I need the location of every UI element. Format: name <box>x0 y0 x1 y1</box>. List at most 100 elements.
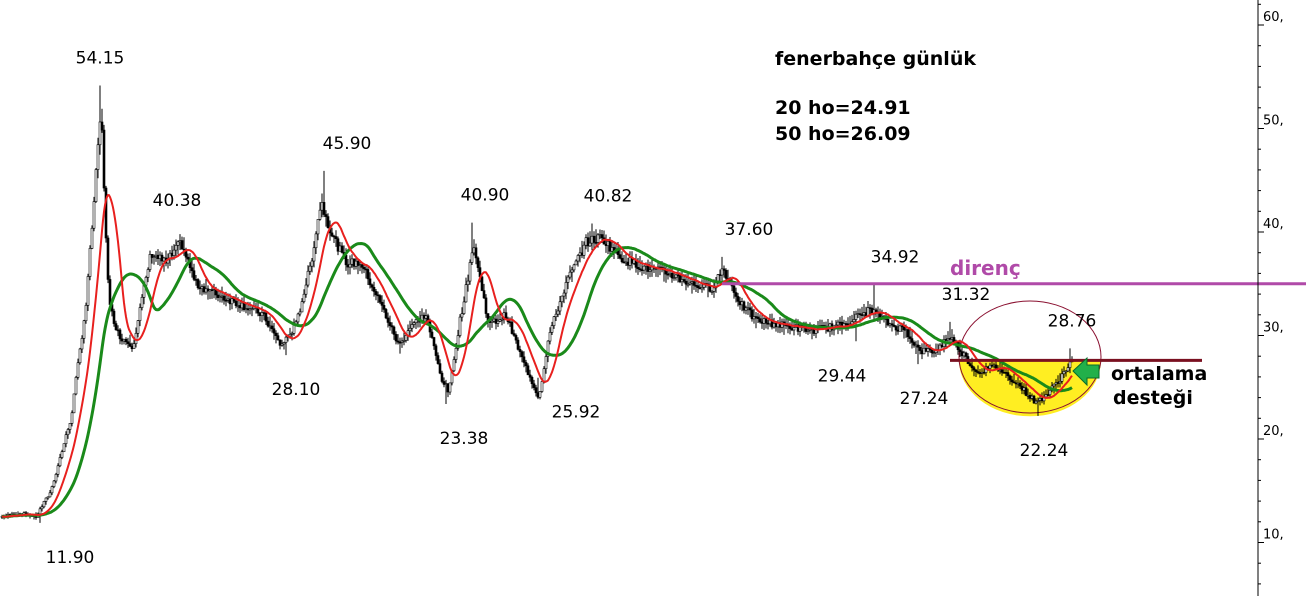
candle-body <box>540 381 544 392</box>
candle-body <box>98 121 102 146</box>
candle-body <box>186 256 190 260</box>
candle-body <box>170 252 174 256</box>
candle-body <box>500 318 504 321</box>
support-label-line1: ortalama <box>1111 363 1207 385</box>
candle-body <box>316 219 320 235</box>
candle-body <box>926 348 930 352</box>
resistance-label: direnç <box>950 256 1021 280</box>
candle-body <box>104 187 108 239</box>
price-label: 40.38 <box>153 191 202 211</box>
candle-body <box>160 254 164 262</box>
candle-body <box>756 316 760 319</box>
candle-body <box>282 342 286 345</box>
candle-body <box>898 325 902 332</box>
candle-body <box>696 285 700 288</box>
candle-body <box>196 279 200 289</box>
candle-body <box>464 284 468 303</box>
candle-body <box>388 322 392 326</box>
candle-body <box>360 264 364 268</box>
candle-body <box>278 339 282 346</box>
candle-body <box>452 359 456 372</box>
candle-body <box>852 319 856 323</box>
candle-body <box>240 302 244 309</box>
candle-body <box>988 364 992 369</box>
candle-body <box>1052 383 1056 387</box>
candle-body <box>560 295 564 303</box>
candle-body <box>140 296 144 308</box>
candle-body <box>542 368 546 382</box>
candle-body <box>734 292 738 297</box>
candle-body <box>208 289 212 292</box>
candle-body <box>210 289 214 291</box>
candle-body <box>220 295 224 298</box>
candle-body <box>556 310 560 315</box>
candle-body <box>562 292 566 297</box>
candle-body <box>442 381 446 385</box>
candle-body <box>686 283 690 286</box>
candle-body <box>40 506 44 510</box>
candle-body <box>190 267 194 272</box>
candle-body <box>392 326 396 335</box>
candle-body <box>482 290 486 299</box>
candle-body <box>304 284 308 295</box>
candle-body <box>1066 367 1070 372</box>
candle-body <box>238 305 242 309</box>
candle-body <box>530 376 534 385</box>
candle-body <box>414 319 418 323</box>
candle-body <box>638 268 642 271</box>
candle-body <box>600 234 604 239</box>
candle-body <box>1054 382 1058 385</box>
candle-body <box>528 374 532 378</box>
candle-body <box>356 260 360 266</box>
candle-body <box>56 465 60 475</box>
y-axis-tick-label: 10, <box>1263 528 1284 543</box>
candle-body <box>566 276 570 283</box>
candle-body <box>544 356 548 370</box>
price-label: 28.10 <box>272 380 321 400</box>
annotation-lines <box>722 282 1306 362</box>
candle-body <box>512 333 516 336</box>
candle-body <box>236 305 240 307</box>
candle-body <box>368 278 372 286</box>
candle-body <box>158 254 162 259</box>
candle-body <box>798 324 802 332</box>
candle-body <box>408 327 412 331</box>
candle-body <box>648 269 652 272</box>
candle-body <box>976 371 980 373</box>
candle-body <box>994 364 998 369</box>
candle-body <box>454 347 458 360</box>
candle-body <box>178 240 182 243</box>
candle-body <box>722 268 726 271</box>
ma20-series <box>1 194 1073 518</box>
candle-body <box>324 214 328 217</box>
price-label: 31.32 <box>942 285 991 305</box>
candle-body <box>684 280 688 285</box>
candle-body <box>1048 389 1052 396</box>
candle-body <box>96 144 100 170</box>
candle-body <box>496 320 500 324</box>
candle-body <box>120 338 124 342</box>
price-label: 22.24 <box>1020 441 1069 461</box>
y-axis-tick-label: 40, <box>1263 217 1284 232</box>
candle-body <box>60 451 64 458</box>
candle-body <box>78 348 82 364</box>
candle-body <box>206 288 210 292</box>
candle-body <box>574 260 578 266</box>
candle-body <box>792 327 796 331</box>
candle-body <box>570 269 574 273</box>
candle-body <box>858 313 862 315</box>
candle-body <box>298 311 302 315</box>
candle-body <box>380 301 384 306</box>
candle-body <box>54 474 58 482</box>
candle-body <box>1046 394 1050 396</box>
candle-body <box>288 333 292 337</box>
candle-body <box>124 338 128 343</box>
candle-body <box>106 237 110 280</box>
candle-body <box>114 323 118 331</box>
candle-body <box>618 254 622 259</box>
candle-body <box>458 316 462 336</box>
candle-body <box>520 351 524 358</box>
candle-body <box>522 356 526 363</box>
candle-body <box>90 227 94 249</box>
